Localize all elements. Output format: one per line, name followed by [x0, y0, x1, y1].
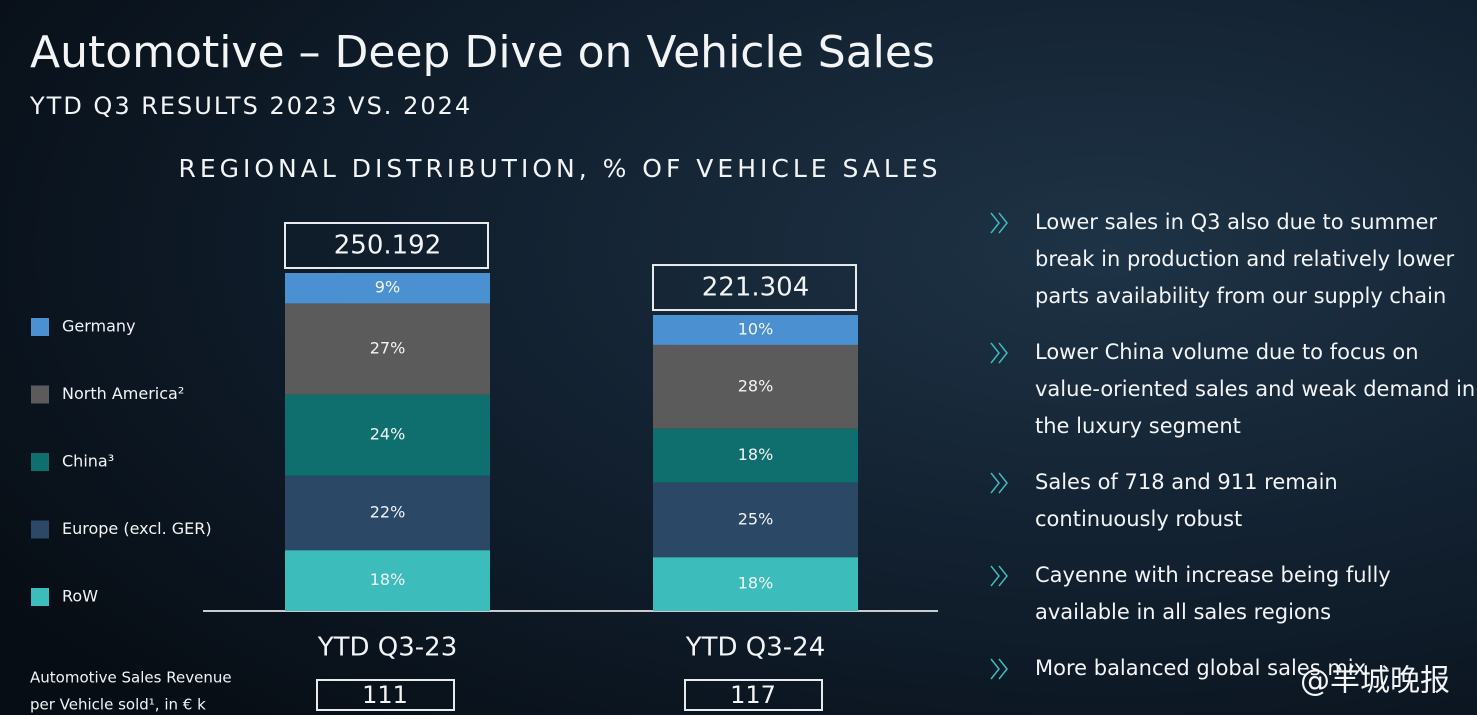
bullet-text: value-oriented sales and weak demand in — [1035, 377, 1475, 401]
chart-title: REGIONAL DISTRIBUTION, % OF VEHICLE SALE… — [178, 154, 941, 183]
bullet-chevron — [990, 658, 1008, 680]
watermark: @羊城晚报 — [1300, 664, 1450, 699]
data-label: 9% — [375, 278, 400, 297]
bar-segment — [285, 550, 490, 611]
bullet-text: Lower China volume due to focus on — [1035, 340, 1419, 364]
legend-swatch — [31, 318, 49, 336]
total-label: 250.192 — [334, 231, 442, 261]
data-label: 27% — [370, 339, 406, 358]
bullet-text: Sales of 718 and 911 remain — [1035, 470, 1338, 494]
legend-swatch — [31, 385, 49, 404]
total-label: 221.304 — [702, 273, 810, 303]
data-label: 28% — [738, 376, 774, 395]
bar-segment — [285, 475, 490, 551]
slide-subtitle: YTD Q3 RESULTS 2023 VS. 2024 — [29, 92, 472, 120]
bullet-text: the luxury segment — [1035, 414, 1241, 438]
legend-label: Europe (excl. GER) — [62, 519, 212, 538]
revenue-box — [684, 679, 823, 711]
data-label: 18% — [370, 570, 406, 589]
bar-segment — [653, 428, 858, 483]
x-tick-label: YTD Q3-23 — [317, 633, 458, 663]
legend-label: RoW — [62, 587, 98, 606]
legend-label: China³ — [62, 452, 114, 471]
bullet-chevron — [990, 212, 1008, 234]
bar-segment — [653, 315, 858, 345]
bar-segment — [653, 344, 858, 429]
bullet-text: More balanced global sales mix — [1035, 656, 1366, 680]
data-label: 18% — [738, 574, 774, 593]
bullet-text: parts availability from our supply chain — [1035, 284, 1446, 308]
bullet-chevron — [990, 565, 1008, 587]
revenue-label: Automotive Sales Revenue — [30, 669, 232, 687]
bullet-text: Cayenne with increase being fully — [1035, 563, 1391, 587]
bullet-text: continuously robust — [1035, 507, 1242, 531]
slide-title: Automotive – Deep Dive on Vehicle Sales — [30, 27, 935, 78]
bar-segment — [285, 394, 490, 476]
total-box — [284, 222, 489, 269]
data-label: 22% — [370, 502, 406, 521]
bar-segment — [653, 482, 858, 558]
bullet-text: break in production and relatively lower — [1035, 247, 1454, 271]
x-tick-label: YTD Q3-24 — [685, 633, 826, 663]
bullet-chevron — [990, 342, 1008, 364]
revenue-value: 111 — [362, 681, 408, 709]
bullet-text: available in all sales regions — [1035, 600, 1331, 624]
legend-swatch — [31, 588, 49, 606]
data-label: 24% — [370, 425, 406, 444]
legend-label: Germany — [62, 317, 136, 336]
bullet-chevron — [990, 472, 1008, 494]
bar-segment — [285, 303, 490, 395]
data-label: 10% — [738, 319, 774, 338]
revenue-label: per Vehicle sold¹, in € k — [30, 696, 206, 714]
legend-swatch — [31, 453, 49, 471]
revenue-value: 117 — [730, 681, 776, 709]
bar-segment — [285, 273, 490, 304]
data-label: 18% — [738, 445, 774, 464]
bar-segment — [653, 557, 858, 611]
legend-swatch — [31, 520, 49, 539]
bullet-text: Lower sales in Q3 also due to summer — [1035, 210, 1437, 234]
data-label: 25% — [738, 509, 774, 528]
revenue-box — [316, 679, 455, 711]
legend-label: North America² — [62, 384, 184, 403]
total-box — [652, 264, 857, 312]
